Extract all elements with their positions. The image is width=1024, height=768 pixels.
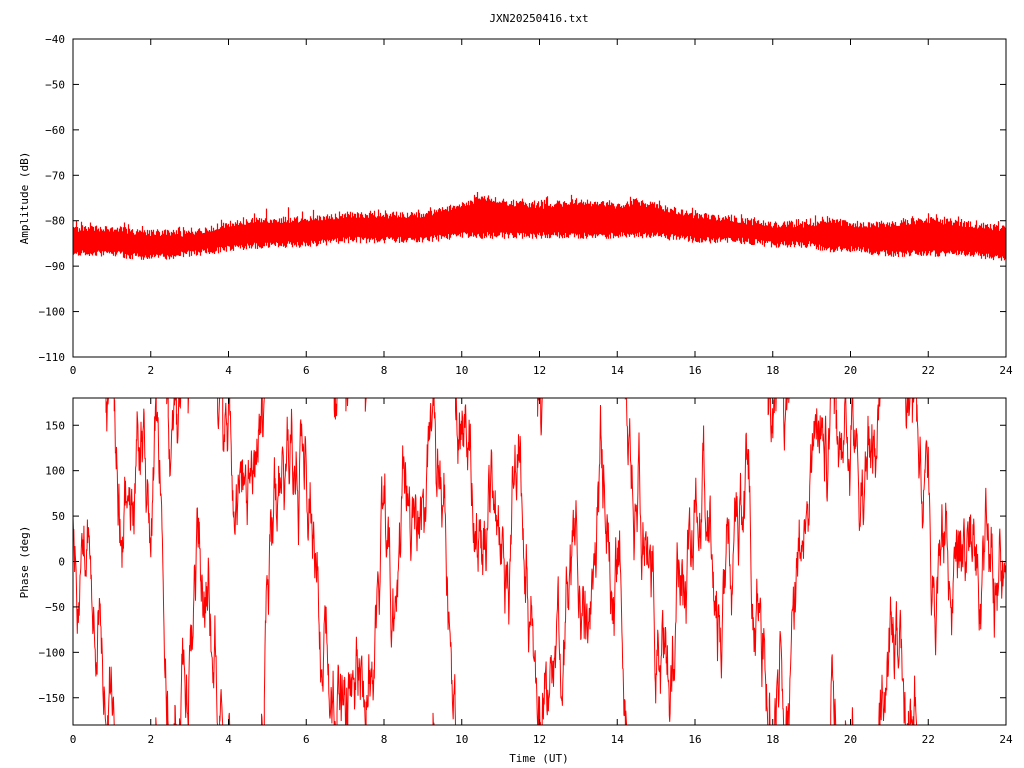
amplitude-x-ticks: 0 2 4 6 8 10 12 14 16 18 20 22 24 bbox=[70, 39, 1013, 377]
phase-y-tick-label: 0 bbox=[58, 556, 65, 569]
phase-y-tick-label: −150 bbox=[39, 692, 66, 705]
phase-x-axis-label: Time (UT) bbox=[509, 752, 569, 765]
amplitude-panel: 0 2 4 6 8 10 12 14 16 18 20 22 24 −40−50−60−70−80−90… bbox=[18, 33, 1013, 377]
chart-title: JXN20250416.txt bbox=[489, 12, 588, 25]
phase-x-ticks: 0 2 4 6 8 10 12 14 16 18 20 22 24 bbox=[70, 398, 1013, 746]
phase-y-tick-label: 50 bbox=[52, 510, 65, 523]
amplitude-x-tick-label: 22 bbox=[922, 364, 935, 377]
amplitude-x-tick-label: 0 bbox=[70, 364, 77, 377]
phase-x-tick-label: 20 bbox=[844, 733, 857, 746]
amplitude-x-tick-label: 20 bbox=[844, 364, 857, 377]
amplitude-y-tick-label: −40 bbox=[45, 33, 65, 46]
phase-y-tick-label: −100 bbox=[39, 646, 66, 659]
phase-series-line bbox=[72, 397, 1007, 726]
amplitude-x-tick-label: 2 bbox=[147, 364, 154, 377]
amplitude-x-tick-label: 10 bbox=[455, 364, 468, 377]
phase-y-tick-label: −50 bbox=[45, 601, 65, 614]
amplitude-y-ticks: −40 −50 −60 −70 −80 −90 −100 −110 bbox=[39, 33, 1006, 364]
amplitude-x-tick-label: 6 bbox=[303, 364, 310, 377]
phase-x-tick-label: 24 bbox=[999, 733, 1013, 746]
amplitude-y-tick-label: −90 bbox=[45, 260, 65, 273]
phase-x-tick-label: 16 bbox=[688, 733, 701, 746]
amplitude-x-tick-label: 8 bbox=[381, 364, 388, 377]
phase-y-tick-label: 100 bbox=[45, 465, 65, 478]
phase-x-tick-label: 0 bbox=[70, 733, 77, 746]
amplitude-x-tick-label: 24 bbox=[999, 364, 1013, 377]
phase-x-tick-label: 2 bbox=[147, 733, 154, 746]
phase-x-tick-label: 18 bbox=[766, 733, 779, 746]
phase-y-ticks: 150 100 50 0 −50 −100 −150 bbox=[39, 419, 1006, 705]
amplitude-plot-frame bbox=[72, 38, 1007, 358]
amplitude-series-line bbox=[72, 192, 1007, 261]
phase-x-tick-label: 10 bbox=[455, 733, 468, 746]
phase-x-tick-label: 12 bbox=[533, 733, 546, 746]
amplitude-x-tick-label: 4 bbox=[225, 364, 232, 377]
amplitude-y-tick-label: −70 bbox=[45, 169, 65, 182]
phase-panel: 0 2 4 6 8 10 12 14 16 18 20 22 24 150100500−50−100−1… bbox=[18, 397, 1013, 765]
amplitude-y-tick-label: −60 bbox=[45, 124, 65, 137]
phase-trace bbox=[72, 397, 1007, 726]
amplitude-y-tick-label: −110 bbox=[39, 351, 66, 364]
amplitude-x-tick-label: 16 bbox=[688, 364, 701, 377]
phase-x-tick-label: 22 bbox=[922, 733, 935, 746]
phase-x-tick-label: 8 bbox=[381, 733, 388, 746]
phase-x-tick-label: 4 bbox=[225, 733, 232, 746]
amplitude-x-tick-label: 12 bbox=[533, 364, 546, 377]
phase-y-tick-label: 150 bbox=[45, 419, 65, 432]
phase-y-axis-label: Phase (deg) bbox=[18, 526, 31, 599]
phase-x-tick-label: 6 bbox=[303, 733, 310, 746]
amplitude-y-axis-label: Amplitude (dB) bbox=[18, 152, 31, 245]
phase-x-tick-label: 14 bbox=[611, 733, 625, 746]
amplitude-x-tick-label: 14 bbox=[611, 364, 625, 377]
amplitude-trace bbox=[72, 192, 1007, 261]
amplitude-y-tick-label: −80 bbox=[45, 215, 65, 228]
amplitude-y-tick-label: −50 bbox=[45, 78, 65, 91]
amplitude-x-tick-label: 18 bbox=[766, 364, 779, 377]
amplitude-y-tick-label: −100 bbox=[39, 306, 66, 319]
